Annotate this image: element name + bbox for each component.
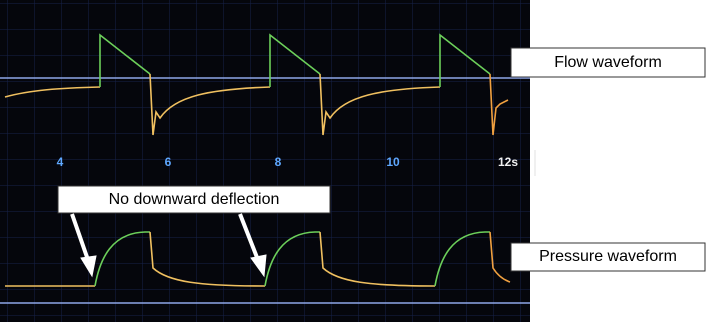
time-label: 8 <box>275 155 282 169</box>
figure: 4 6 8 10 12s No downward deflection Flow… <box>0 0 706 322</box>
time-label: 10 <box>386 155 400 169</box>
time-label: 12s <box>498 155 518 169</box>
annotation-text: No downward deflection <box>109 191 280 208</box>
monitor-grid <box>0 0 530 322</box>
pressure-label: Pressure waveform <box>539 248 677 265</box>
time-label: 4 <box>57 155 64 169</box>
time-label: 6 <box>165 155 172 169</box>
flow-label: Flow waveform <box>554 54 662 71</box>
